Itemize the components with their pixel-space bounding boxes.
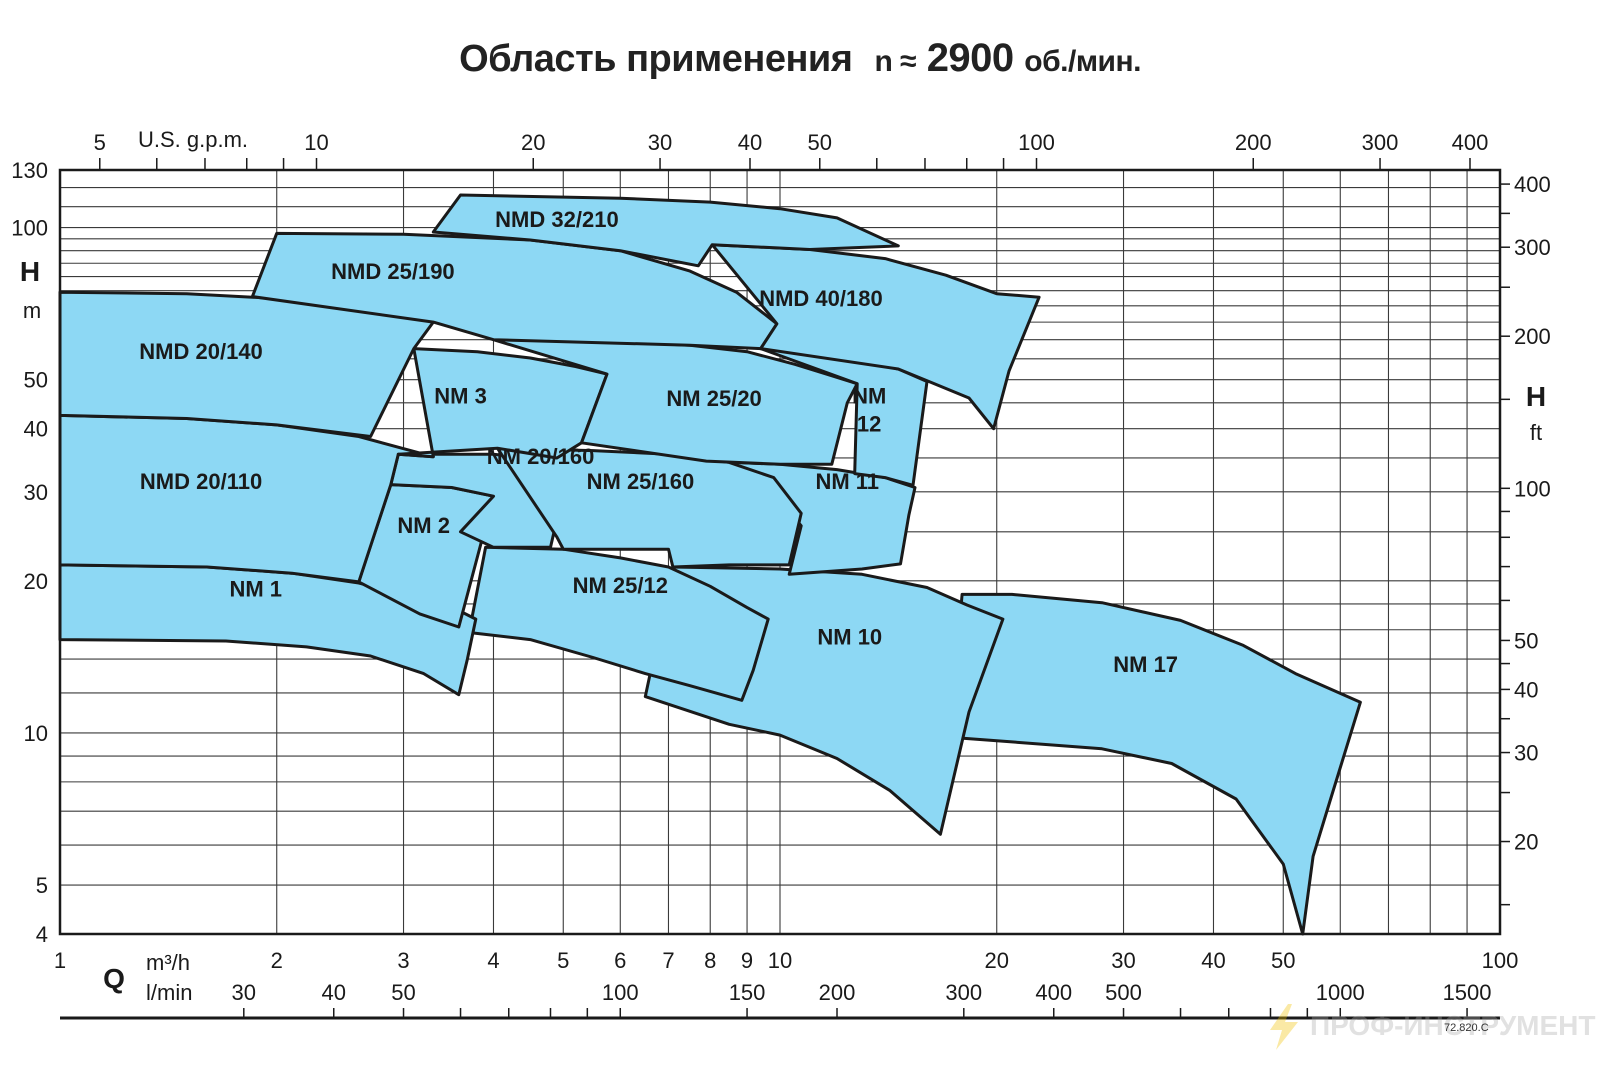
top-tick-label-usgpm: 200 [1235, 130, 1272, 155]
x-tick-label-m3h: 30 [1111, 948, 1135, 973]
region-label-nm-10: NM 10 [817, 625, 882, 650]
y-right-tick-label: 100 [1514, 476, 1551, 501]
chart-title-speed-value: 2900 [926, 36, 1014, 80]
y-right-tick-label: 400 [1514, 172, 1551, 197]
x-tick-label-m3h: 1 [54, 948, 66, 973]
top-tick-label-usgpm: 40 [738, 130, 762, 155]
x-tick-label-m3h: 2 [271, 948, 283, 973]
watermark-logo: ПРОФ-ИНСТРУМЕНТ [1258, 1002, 1598, 1052]
x-tick-label-lmin: 150 [729, 980, 766, 1005]
top-tick-label-usgpm: 20 [521, 130, 545, 155]
x-tick-label-m3h: 7 [662, 948, 674, 973]
pump-regions [58, 193, 1362, 936]
region-label-nmd-32-210: NMD 32/210 [495, 207, 619, 232]
y-right-tick-label: 30 [1514, 741, 1538, 766]
region-label-nmd-20-110: NMD 20/110 [140, 469, 262, 494]
y-right-tick-label: 300 [1514, 235, 1551, 260]
y-right-tick-label: 50 [1514, 628, 1538, 653]
y-left-tick-label: 100 [11, 216, 48, 241]
region-label-nm-3: NM 3 [434, 384, 487, 409]
region-label-nm-25-20: NM 25/20 [666, 386, 761, 411]
axis-ticks: 4 5 10 20 30 40 50 100 130 20 30 40 50 100 200 300 400 1 2… [11, 130, 1551, 1018]
x-tick-label-lmin: 100 [602, 980, 639, 1005]
x-axis-letter: Q [103, 963, 125, 994]
y-left-axis-letter: H [20, 256, 40, 287]
x-axis-unit-lmin: l/min [146, 980, 192, 1005]
x-tick-label-lmin: 300 [945, 980, 982, 1005]
x-tick-label-lmin: 500 [1105, 980, 1142, 1005]
chart-title-main: Область применения [459, 38, 853, 80]
y-left-tick-label: 30 [24, 480, 48, 505]
top-tick-label-usgpm: 100 [1018, 130, 1055, 155]
x-tick-label-lmin: 1500 [1443, 980, 1492, 1005]
top-tick-label-usgpm: 300 [1362, 130, 1399, 155]
region-label-nm-1: NM 1 [229, 577, 282, 602]
y-right-tick-label: 20 [1514, 830, 1538, 855]
top-tick-label-usgpm: 30 [648, 130, 672, 155]
region-labels: NM 17 NM 10 NM 25/12 NM 1 NM 2 NM 20/160 NM 11… [139, 207, 1178, 677]
x-tick-label-m3h: 4 [487, 948, 499, 973]
plot-border [58, 168, 1502, 936]
region-label-nm-2: NM 2 [397, 513, 450, 538]
y-right-axis-letter: H [1526, 381, 1546, 412]
y-right-axis-unit: ft [1530, 420, 1542, 445]
y-left-tick-label: 5 [36, 873, 48, 898]
region-label-nmd-40-180: NMD 40/180 [759, 286, 883, 311]
region-label-nm-11: NM 11 [815, 469, 879, 494]
watermark-text: ПРОФ-ИНСТРУМЕНТ [1310, 1010, 1596, 1041]
x-axis-unit-m3h: m³/h [146, 950, 190, 975]
top-axis-unit-usgpm: U.S. g.p.m. [138, 127, 248, 152]
x-tick-label-m3h: 5 [557, 948, 569, 973]
top-tick-label-usgpm: 5 [94, 130, 106, 155]
x-tick-label-lmin: 30 [232, 980, 256, 1005]
chart-title-speed-unit: об./мин. [1024, 45, 1141, 78]
y-left-tick-label: 20 [24, 569, 48, 594]
chart-title: Область применения n ≈ 2900 об./мин. [0, 36, 1600, 81]
top-tick-label-usgpm: 400 [1452, 130, 1489, 155]
region-label-nmd-25-190: NMD 25/190 [331, 259, 455, 284]
x-tick-label-lmin: 200 [819, 980, 856, 1005]
x-tick-label-m3h: 6 [614, 948, 626, 973]
region-label-nm-25-160: NM 25/160 [587, 469, 695, 494]
y-left-tick-label: 130 [11, 158, 48, 183]
drawing-code: 72.820.C [1444, 1022, 1489, 1034]
y-right-tick-label: 200 [1514, 324, 1551, 349]
x-tick-label-m3h: 50 [1271, 948, 1295, 973]
y-left-tick-label: 10 [24, 721, 48, 746]
y-right-tick-label: 40 [1514, 677, 1538, 702]
region-label-nmd-20-140: NMD 20/140 [139, 339, 263, 364]
region-nmd-40-180 [710, 243, 1041, 431]
region-label-nm-12: NM 12 [852, 384, 886, 437]
region-nm-25-12 [467, 545, 770, 702]
y-left-tick-label: 50 [24, 368, 48, 393]
x-tick-label-m3h: 3 [397, 948, 409, 973]
x-tick-label-m3h: 40 [1201, 948, 1225, 973]
x-tick-label-m3h: 10 [768, 948, 792, 973]
x-tick-label-lmin: 40 [322, 980, 346, 1005]
x-tick-label-m3h: 20 [984, 948, 1008, 973]
top-tick-label-usgpm: 10 [304, 130, 328, 155]
x-tick-label-lmin: 50 [391, 980, 415, 1005]
top-tick-label-usgpm: 50 [808, 130, 832, 155]
region-label-nm-25-12: NM 25/12 [573, 573, 668, 598]
x-tick-label-lmin: 400 [1035, 980, 1072, 1005]
x-tick-label-m3h: 100 [1482, 948, 1519, 973]
y-left-tick-label: 40 [24, 417, 48, 442]
region-label-nm-17: NM 17 [1113, 652, 1178, 677]
x-tick-label-m3h: 9 [741, 948, 753, 973]
y-left-tick-label: 4 [36, 922, 48, 947]
region-label-nm-20-160: NM 20/160 [487, 444, 595, 469]
plot-frame [58, 168, 1502, 936]
region-nm-17 [948, 592, 1362, 936]
x-tick-label-m3h: 8 [704, 948, 716, 973]
x-tick-label-lmin: 1000 [1316, 980, 1365, 1005]
chart-title-speed-symbol: n ≈ [874, 45, 917, 78]
lightning-icon [1270, 1004, 1298, 1050]
region-nmd-32-210 [431, 193, 900, 268]
y-left-axis-unit: m [23, 298, 41, 323]
